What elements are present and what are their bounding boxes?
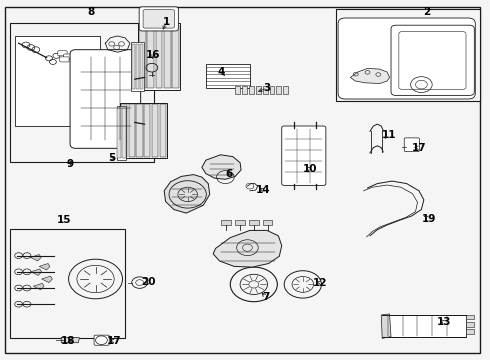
Polygon shape xyxy=(350,68,390,84)
Text: 9: 9 xyxy=(66,159,73,169)
Bar xyxy=(10,23,154,162)
Polygon shape xyxy=(202,155,241,179)
Polygon shape xyxy=(31,269,42,275)
Text: 16: 16 xyxy=(146,50,161,60)
Text: 17: 17 xyxy=(106,336,121,346)
Text: 7: 7 xyxy=(262,292,270,302)
Text: 19: 19 xyxy=(422,214,437,224)
Bar xyxy=(336,9,480,101)
Polygon shape xyxy=(42,276,52,283)
Bar xyxy=(117,108,121,158)
Bar xyxy=(235,220,245,225)
Text: 8: 8 xyxy=(88,7,95,17)
Bar xyxy=(172,25,179,88)
Bar xyxy=(276,86,281,94)
Bar xyxy=(235,86,240,94)
FancyBboxPatch shape xyxy=(404,138,419,152)
FancyBboxPatch shape xyxy=(94,335,109,345)
Bar xyxy=(152,104,158,157)
Bar xyxy=(139,25,146,88)
Bar xyxy=(131,42,144,91)
Bar xyxy=(256,86,261,94)
Text: 17: 17 xyxy=(412,143,427,153)
FancyBboxPatch shape xyxy=(338,18,475,99)
Text: 15: 15 xyxy=(56,215,71,225)
Bar xyxy=(221,220,231,225)
Text: 1: 1 xyxy=(163,17,170,27)
Text: 4: 4 xyxy=(218,67,225,77)
Bar xyxy=(242,86,247,94)
Bar xyxy=(144,104,150,157)
Bar xyxy=(206,64,250,88)
Text: 12: 12 xyxy=(313,278,328,288)
Bar xyxy=(270,86,274,94)
Polygon shape xyxy=(39,264,50,270)
Bar xyxy=(466,322,474,327)
Bar xyxy=(156,25,162,88)
FancyBboxPatch shape xyxy=(139,7,178,31)
Bar xyxy=(466,329,474,334)
FancyBboxPatch shape xyxy=(70,50,141,148)
Bar xyxy=(283,86,288,94)
Bar xyxy=(140,44,143,89)
Polygon shape xyxy=(213,230,282,267)
Bar xyxy=(121,104,127,157)
Polygon shape xyxy=(33,283,44,290)
Text: 5: 5 xyxy=(108,153,115,163)
Text: 11: 11 xyxy=(381,130,396,140)
Polygon shape xyxy=(30,255,41,261)
Bar xyxy=(10,229,125,338)
Bar xyxy=(249,86,254,94)
Bar xyxy=(466,315,474,319)
Bar xyxy=(387,315,466,337)
Polygon shape xyxy=(381,314,391,338)
Bar xyxy=(263,86,268,94)
Bar xyxy=(263,220,272,225)
FancyBboxPatch shape xyxy=(60,57,69,62)
FancyBboxPatch shape xyxy=(143,10,174,28)
FancyBboxPatch shape xyxy=(58,51,67,56)
Bar xyxy=(160,104,166,157)
Bar xyxy=(128,104,135,157)
Bar xyxy=(138,23,180,90)
Bar xyxy=(136,104,143,157)
FancyBboxPatch shape xyxy=(64,54,73,59)
FancyBboxPatch shape xyxy=(282,126,326,185)
Bar xyxy=(136,44,139,89)
Bar xyxy=(249,220,259,225)
Text: 3: 3 xyxy=(264,83,270,93)
FancyBboxPatch shape xyxy=(391,25,474,95)
Bar xyxy=(122,108,126,158)
Text: 20: 20 xyxy=(141,277,155,287)
Text: 18: 18 xyxy=(60,336,75,346)
Text: 13: 13 xyxy=(437,317,451,327)
Bar xyxy=(120,103,167,158)
Text: 2: 2 xyxy=(423,7,430,17)
Polygon shape xyxy=(61,337,79,343)
Bar xyxy=(15,36,100,126)
Text: 10: 10 xyxy=(302,164,317,174)
Bar xyxy=(147,25,154,88)
Bar xyxy=(132,44,135,89)
Text: 6: 6 xyxy=(226,168,233,179)
Text: 14: 14 xyxy=(256,185,270,195)
Bar xyxy=(164,25,171,88)
Bar xyxy=(117,106,126,160)
Polygon shape xyxy=(164,175,210,213)
